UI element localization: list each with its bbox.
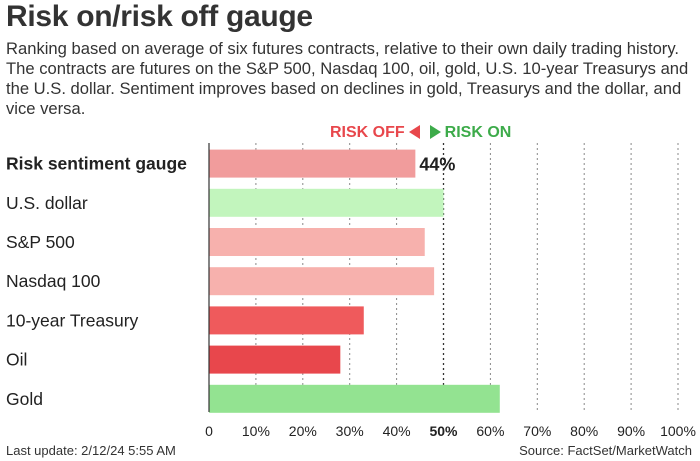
bar	[209, 228, 425, 256]
bar	[209, 188, 444, 217]
arrow-left-icon	[408, 124, 420, 139]
x-tick-label: 30%	[336, 423, 364, 439]
bar	[209, 149, 416, 178]
bar	[209, 384, 500, 413]
x-tick-label: 100%	[660, 423, 696, 439]
x-tick-label: 80%	[570, 423, 598, 439]
source-note: Source: FactSet/MarketWatch	[519, 443, 692, 458]
bar	[209, 306, 364, 335]
category-label: S&P 500	[6, 232, 75, 252]
arrow-right-icon	[429, 124, 441, 139]
bar	[209, 345, 341, 374]
legend: RISK OFF RISK ON	[330, 124, 511, 142]
x-tick-label: 90%	[617, 423, 645, 439]
category-label: Gold	[6, 389, 43, 409]
x-tick-label: 50%	[429, 423, 458, 439]
x-tick-label: 40%	[383, 423, 411, 439]
legend-risk-on-label: RISK ON	[444, 124, 512, 141]
last-update: Last update: 2/12/24 5:55 AM	[6, 443, 176, 458]
x-tick-label: 70%	[523, 423, 551, 439]
bar	[209, 267, 435, 296]
category-label: Nasdaq 100	[6, 271, 101, 291]
x-tick-label: 60%	[476, 423, 504, 439]
category-label: Risk sentiment gauge	[6, 154, 187, 174]
x-tick-label: 10%	[242, 423, 270, 439]
data-label: 44%	[419, 155, 455, 175]
x-tick-label: 20%	[289, 423, 317, 439]
x-tick-label: 0	[205, 423, 213, 439]
chart-title: Risk on/risk off gauge	[6, 0, 313, 33]
category-label: 10-year Treasury	[6, 310, 139, 330]
legend-risk-off-label: RISK OFF	[330, 124, 405, 141]
category-label: Oil	[6, 350, 27, 370]
category-label: U.S. dollar	[6, 193, 88, 213]
chart-subtitle: Ranking based on average of six futures …	[6, 39, 689, 118]
